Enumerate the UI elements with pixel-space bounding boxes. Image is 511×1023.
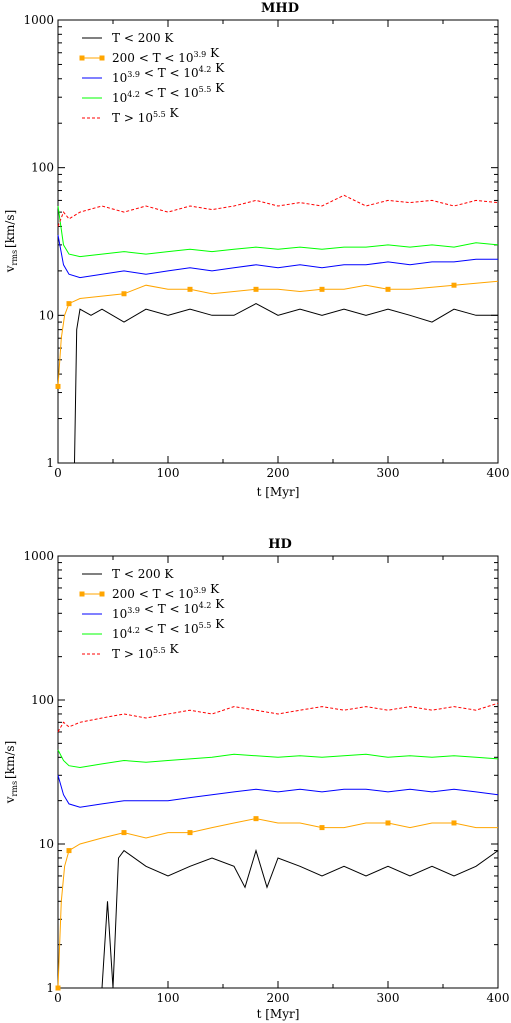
chart-title: HD: [268, 537, 292, 552]
series-marker: [55, 985, 61, 991]
x-tick-label: 100: [157, 466, 180, 480]
y-tick-label: 100: [31, 161, 54, 175]
x-tick-label: 300: [377, 991, 400, 1005]
legend-label: 104.2 < T < 105.5 K: [112, 617, 225, 641]
series-line-3: [57, 749, 499, 769]
y-tick-label: 10: [39, 837, 54, 851]
series-line-0: [74, 303, 498, 464]
series-marker: [66, 301, 72, 307]
x-tick-label: 0: [54, 466, 62, 480]
x-tick-label: 400: [487, 466, 510, 480]
y-tick-label: 100: [31, 693, 54, 707]
legend-marker: [99, 55, 105, 61]
chart-title: MHD: [261, 1, 299, 16]
series-line-2: [57, 775, 499, 808]
series-line-1: [57, 818, 498, 989]
legend-label: T > 105.5 K: [112, 642, 180, 661]
series-marker: [121, 291, 127, 297]
y-tick-label: 1: [46, 981, 54, 995]
y-tick-label: 10: [39, 308, 54, 322]
x-tick-label: 0: [54, 991, 62, 1005]
y-tick-label: 1000: [23, 549, 54, 563]
series-marker: [319, 286, 325, 292]
y-axis-label: vrms[km/s]: [3, 210, 19, 274]
series-marker: [385, 820, 391, 826]
series-marker: [253, 816, 259, 822]
series-marker: [451, 820, 457, 826]
legend-label: 200 < T < 103.9 K: [112, 582, 220, 601]
x-tick-label: 400: [487, 991, 510, 1005]
chart-panel-mhd: MHD 0 100 200 300 400 1 10 100 1000 t [Myr] vrms…: [3, 1, 509, 499]
legend-label: 104.2 < T < 105.5 K: [112, 81, 225, 105]
y-tick-label: 1: [46, 456, 54, 470]
legend-marker: [79, 591, 85, 597]
series-line-2: [57, 234, 498, 279]
series-marker: [187, 830, 193, 836]
plot-frame: [57, 19, 499, 464]
series-marker: [451, 282, 457, 288]
legend-label: T > 105.5 K: [112, 106, 180, 125]
y-tick-label: 1000: [23, 13, 54, 27]
series-marker: [187, 286, 193, 292]
chart-panel-hd: HD 0 100 200 300 400 1 10 100 1000 t [Myr] vrms[…: [3, 537, 509, 1021]
series-line-1: [57, 280, 499, 387]
series-marker: [66, 848, 72, 854]
x-axis-label: t [Myr]: [257, 485, 300, 499]
series-marker: [121, 830, 127, 836]
x-tick-label: 100: [157, 991, 180, 1005]
x-tick-label: 200: [267, 991, 290, 1005]
series-marker: [319, 825, 325, 831]
legend-label: 103.9 < T < 104.2 K: [112, 61, 225, 85]
svg-text:vrms[km/s]: vrms[km/s]: [3, 210, 19, 274]
legend-label: 103.9 < T < 104.2 K: [112, 597, 225, 621]
x-axis-label: t [Myr]: [257, 1007, 300, 1021]
series-line-3: [57, 205, 499, 258]
legend-marker: [99, 591, 105, 597]
legend-label: T < 200 K: [112, 567, 174, 581]
series-marker: [253, 286, 259, 292]
series-line-0: [101, 848, 499, 989]
legend-label: T < 200 K: [112, 31, 174, 45]
y-axis-label: vrms[km/s]: [3, 741, 19, 805]
series-line-4: [57, 194, 499, 227]
series-marker: [55, 383, 61, 389]
x-tick-label: 200: [267, 466, 290, 480]
legend-label: 200 < T < 103.9 K: [112, 46, 220, 65]
legend-marker: [79, 55, 85, 61]
series-marker: [385, 286, 391, 292]
x-tick-label: 300: [377, 466, 400, 480]
svg-text:vrms[km/s]: vrms[km/s]: [3, 741, 19, 805]
series-line-4: [57, 702, 499, 733]
